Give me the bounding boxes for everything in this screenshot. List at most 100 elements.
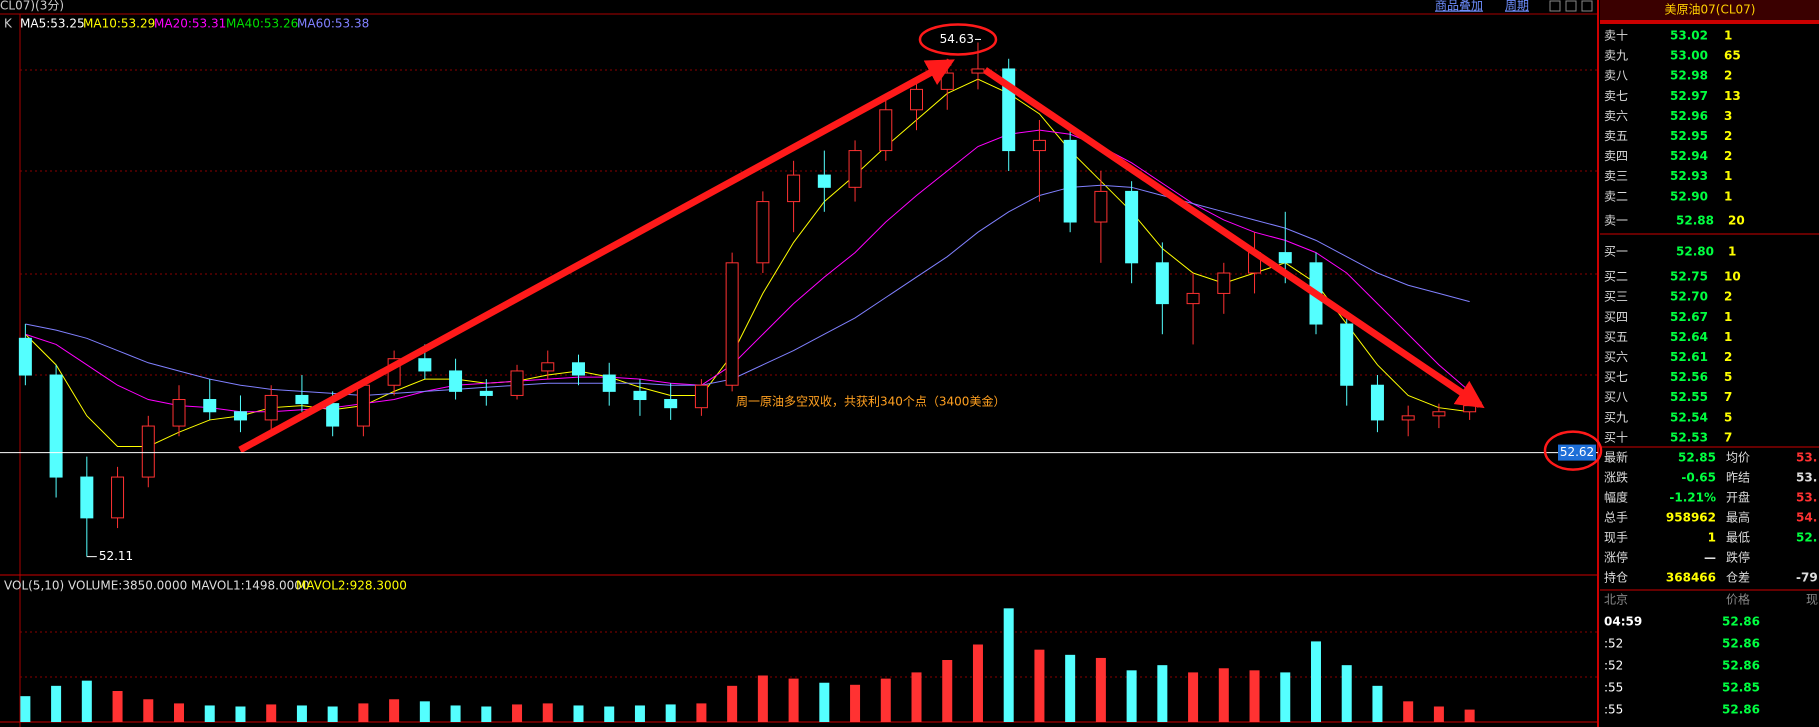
stat-value: 958962: [1666, 511, 1716, 525]
order-side: 卖二: [1604, 189, 1628, 203]
order-price: 52.95: [1670, 129, 1708, 143]
volume-bar: [542, 703, 553, 722]
order-price: 52.53: [1670, 430, 1708, 444]
candle-body: [633, 390, 647, 401]
stat-label: 现手: [1604, 531, 1628, 545]
order-price: 52.98: [1670, 69, 1708, 83]
stat-value: 368466: [1666, 571, 1716, 585]
candle-body: [1370, 384, 1384, 421]
price-tag-label: 52.62: [1560, 445, 1594, 459]
candle-body: [172, 399, 186, 427]
candle-body: [141, 425, 155, 478]
quote-panel: 美原油07(CL07) 卖十 53.02 1 卖九 53.00 65 卖八 52.98 2 卖七 5…: [1600, 0, 1819, 717]
trade-time: :52: [1604, 659, 1623, 673]
window-icon[interactable]: [1549, 0, 1561, 12]
volume-bar: [880, 678, 891, 722]
candle-body: [1063, 139, 1077, 223]
stat-value: -79: [1796, 571, 1818, 585]
volume-bar: [1095, 657, 1106, 722]
stat-label: 最高: [1726, 510, 1750, 525]
volume-bar: [450, 705, 461, 722]
candle-body: [1432, 411, 1446, 417]
stat-value: 53.: [1796, 471, 1817, 485]
order-qty: 1: [1724, 169, 1732, 183]
stat-label: 持仓: [1604, 570, 1628, 585]
order-qty: 2: [1724, 149, 1732, 163]
symbol-tab[interactable]: CL07)(3分): [0, 0, 64, 13]
order-qty: 1: [1724, 330, 1732, 344]
candle-body: [1340, 323, 1354, 386]
stat-label: 最低: [1726, 531, 1750, 545]
stat-value: 1: [1708, 531, 1716, 545]
candle-body: [879, 109, 893, 152]
order-price: 52.67: [1670, 310, 1708, 324]
volume-bar: [665, 704, 676, 722]
order-price: 52.64: [1670, 330, 1708, 344]
volume-bar: [1464, 709, 1475, 722]
trend-arrow: [238, 58, 955, 454]
volume-bar: [296, 705, 307, 722]
stat-value: 53.: [1796, 451, 1817, 465]
menu-item[interactable]: 周期: [1505, 0, 1529, 13]
volume-bar: [1433, 706, 1444, 722]
grid: [20, 69, 1598, 678]
order-qty: 3: [1724, 109, 1732, 123]
volume-bar: [81, 680, 92, 722]
window-icon[interactable]: [1581, 0, 1593, 12]
trades-header: 北京: [1604, 593, 1628, 607]
candle-body: [356, 384, 370, 427]
order-side: 卖九: [1604, 49, 1628, 63]
candle-body: [1094, 190, 1108, 223]
volume-bar: [1218, 668, 1229, 722]
order-price: 52.94: [1670, 149, 1708, 163]
trade-price: 52.85: [1722, 681, 1760, 695]
candle-body: [940, 72, 954, 90]
order-side: 买二: [1604, 270, 1628, 284]
order-price: 52.88: [1676, 214, 1714, 228]
order-side: 买三: [1604, 290, 1628, 304]
volume-bar: [1034, 649, 1045, 722]
candle-body: [1463, 405, 1477, 413]
candle-body: [1278, 252, 1292, 264]
volume-bar: [512, 704, 523, 722]
volume-bar: [1403, 701, 1414, 722]
candle-body: [418, 358, 432, 372]
quote-title-bar: [1600, 0, 1819, 20]
indicator-label: MA40:53.26: [226, 17, 298, 31]
indicator-label: MA60:53.38: [297, 17, 369, 31]
candle-body: [111, 476, 125, 519]
candle-body: [49, 374, 63, 478]
indicator-label: MA10:53.29: [83, 17, 155, 31]
volume-bar: [327, 706, 338, 722]
volume-bar: [235, 706, 246, 722]
candle-body: [295, 394, 309, 405]
order-price: 52.54: [1670, 410, 1708, 424]
volume-bar: [1003, 608, 1014, 722]
trade-price: 52.86: [1722, 659, 1760, 673]
order-side: 卖五: [1604, 129, 1628, 143]
trade-time: :55: [1604, 703, 1623, 717]
order-qty: 1: [1728, 245, 1736, 259]
top-bar: [0, 0, 1598, 14]
candle-body: [848, 150, 862, 188]
order-price: 52.56: [1670, 370, 1708, 384]
trade-price: 52.86: [1722, 615, 1760, 629]
candle-body: [326, 403, 340, 427]
candle-body: [817, 174, 831, 188]
order-qty: 65: [1724, 49, 1741, 63]
menu-item[interactable]: 商品叠加: [1435, 0, 1483, 13]
stat-label: 总手: [1604, 511, 1628, 525]
volume-bar: [1372, 685, 1383, 722]
high-label: 54.63: [940, 32, 974, 46]
volume-bar: [1157, 665, 1168, 722]
volume-bar: [1126, 670, 1137, 722]
candle-body: [203, 399, 217, 413]
candle-body: [1186, 292, 1200, 305]
stat-label: 昨结: [1726, 471, 1750, 485]
stat-value: -0.65: [1681, 471, 1716, 485]
order-qty: 5: [1724, 410, 1732, 424]
window-icon[interactable]: [1565, 0, 1577, 12]
candle-body: [787, 174, 801, 203]
ma-line: [25, 184, 1470, 396]
